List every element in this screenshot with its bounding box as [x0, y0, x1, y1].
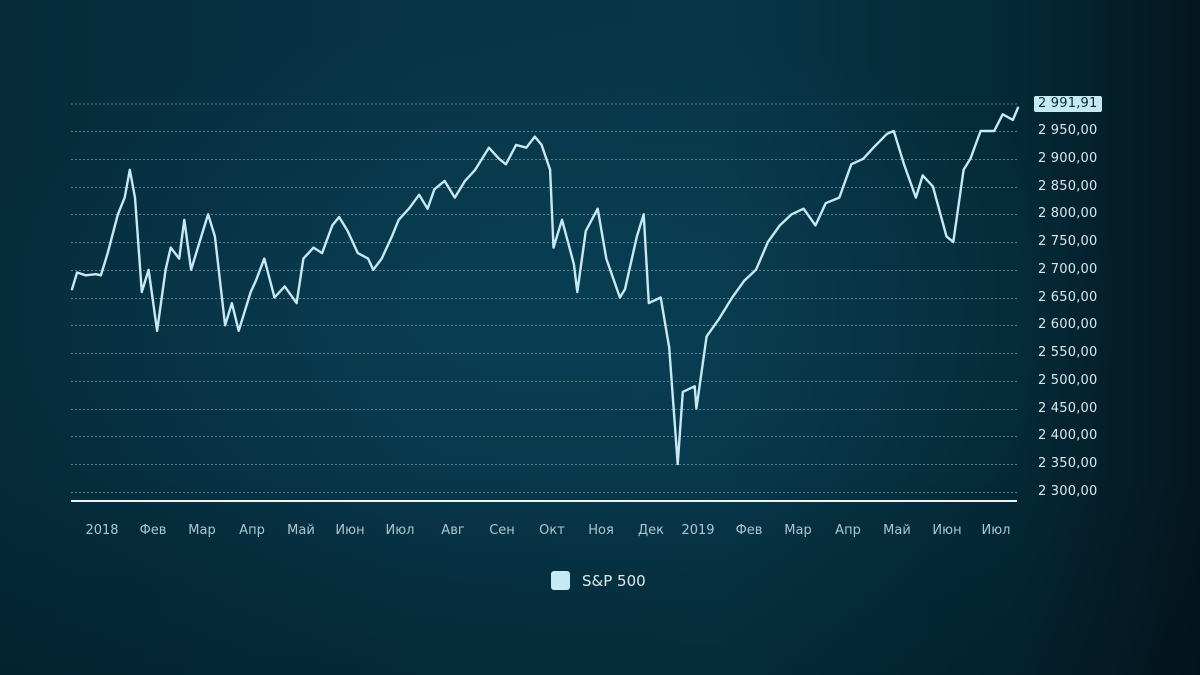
x-tick-label: Май: [883, 523, 911, 538]
y-tick-label: 2 900,00: [1038, 150, 1098, 166]
x-tick-label: Окт: [539, 523, 565, 538]
y-tick-label: 2 800,00: [1038, 206, 1098, 222]
x-tick-label: Сен: [489, 523, 515, 538]
y-tick-label: 2 950,00: [1038, 123, 1098, 138]
last-value-label: 2 991,91: [1034, 96, 1102, 112]
y-tick-label: 2 500,00: [1038, 372, 1098, 388]
x-tick-label: Июл: [385, 523, 415, 538]
x-tick-label: Фев: [139, 523, 167, 538]
legend-label-sp500: S&P 500: [582, 571, 646, 590]
x-tick-label: Июн: [335, 523, 365, 538]
x-tick-label: Авг: [441, 523, 465, 538]
x-tick-label: Апр: [239, 523, 265, 538]
x-tick-label: Июн: [932, 523, 962, 538]
y-tick-label: 2 700,00: [1038, 261, 1098, 277]
x-tick-label: 2019: [681, 523, 715, 538]
y-tick-label: 2 300,00: [1038, 483, 1098, 499]
x-tick-label: 2018: [85, 523, 119, 538]
y-tick-label: 2 750,00: [1038, 234, 1098, 249]
y-tick-label: 2 350,00: [1038, 456, 1098, 471]
x-tick-label: Дек: [637, 523, 665, 538]
y-tick-label: 2 450,00: [1038, 400, 1098, 416]
x-tick-label: Мар: [784, 523, 812, 538]
grid-lines: [71, 103, 1017, 493]
x-tick-label: Мар: [188, 523, 216, 538]
y-tick-label: 2 550,00: [1038, 345, 1098, 360]
y-tick-label: 2 600,00: [1038, 317, 1098, 333]
x-tick-label: Ноя: [588, 523, 614, 538]
legend-swatch-sp500[interactable]: [551, 571, 570, 590]
x-tick-label: Май: [287, 523, 315, 538]
x-tick-label: Апр: [835, 523, 861, 538]
x-tick-label: Июл: [981, 523, 1011, 538]
legend[interactable]: S&P 500: [551, 571, 646, 590]
y-tick-label: 2 650,00: [1038, 289, 1098, 305]
sp500-line: [70, 106, 1020, 466]
y-tick-label: 2 850,00: [1038, 178, 1098, 194]
y-tick-label: 2 400,00: [1038, 428, 1098, 444]
x-tick-label: Фев: [735, 523, 763, 538]
